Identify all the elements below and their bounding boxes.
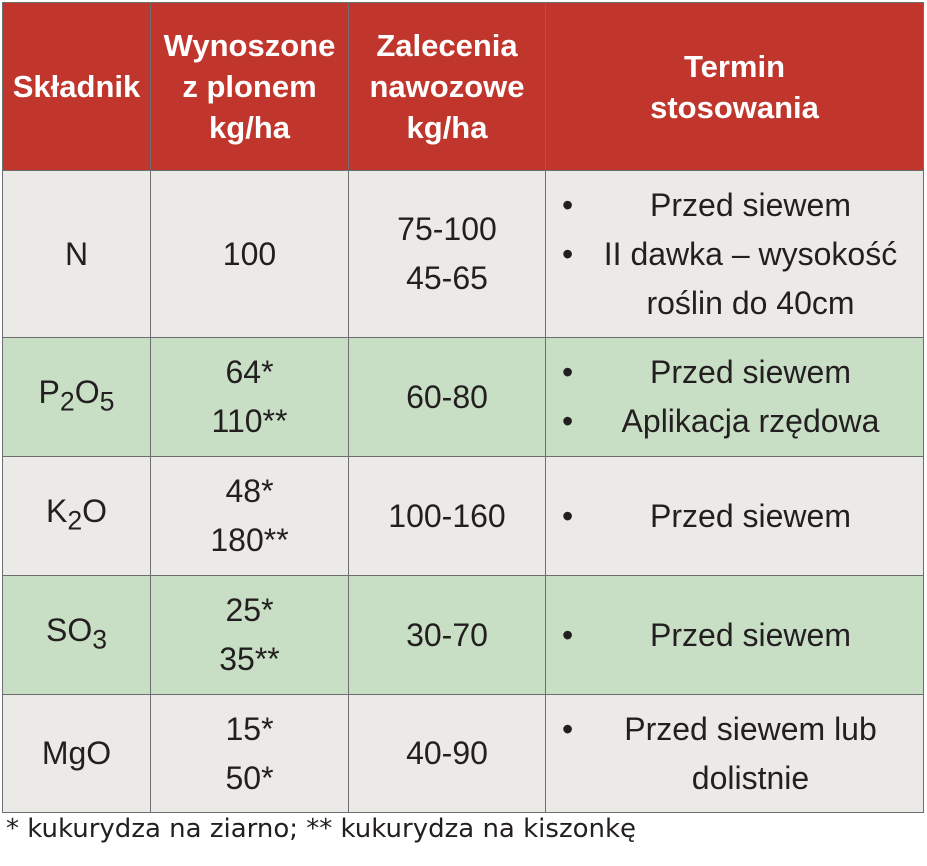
timing-cell: Przed siewem II dawka – wysokość roślin … <box>545 170 924 338</box>
component-cell: K2O <box>2 456 151 576</box>
removed-cell: 64* 110** <box>150 337 349 457</box>
fertilizer-table: Składnik Wynoszone z plonem kg/ha Zaleceni… <box>2 2 924 813</box>
timing-cell: Przed siewem <box>545 575 924 695</box>
table-row: K2O 48*180** 100-160 Przed siewem <box>2 456 924 576</box>
header-component: Składnik <box>2 2 151 171</box>
table-row: MgO 15*50* 40-90 Przed siewem lub dolist… <box>2 694 924 813</box>
list-item: II dawka – wysokość roślin do 40cm <box>562 230 913 328</box>
header-recommended: Zalecenia nawozowe kg/ha <box>348 2 546 171</box>
list-item: Przed siewem <box>562 348 913 397</box>
component-cell: SO3 <box>2 575 151 695</box>
recommended-cell: 100-160 <box>348 456 546 576</box>
removed-cell: 25* 35** <box>150 575 349 695</box>
timing-cell: Przed siewem Aplikacja rzędowa <box>545 337 924 457</box>
header-removed: Wynoszone z plonem kg/ha <box>150 2 349 171</box>
removed-cell: 100 <box>150 170 349 338</box>
component-cell: P2O5 <box>2 337 151 457</box>
recommended-cell: 40-90 <box>348 694 546 813</box>
list-item: Przed siewem <box>562 181 913 230</box>
timing-cell: Przed siewem lub dolistnie <box>545 694 924 813</box>
list-item: Przed siewem <box>562 492 913 541</box>
removed-cell: 48* 180** <box>150 456 349 576</box>
recommended-cell: 60-80 <box>348 337 546 457</box>
list-item: Przed siewem <box>562 611 913 660</box>
list-item: Aplikacja rzędowa <box>562 397 913 446</box>
recommended-cell: 30-70 <box>348 575 546 695</box>
table-row: SO3 25*35** 30-70 Przed siewem <box>2 575 924 695</box>
table-row: P2O5 64*110** 60-80 Przed siewem Aplikac… <box>2 337 924 457</box>
header-row: Składnik Wynoszone z plonem kg/ha Zaleceni… <box>2 2 924 171</box>
timing-cell: Przed siewem <box>545 456 924 576</box>
list-item: Przed siewem lub dolistnie <box>562 705 913 803</box>
header-timing: Termin stosowania <box>545 2 924 171</box>
recommended-cell: 75-100 45-65 <box>348 170 546 338</box>
removed-cell: 15* 50* <box>150 694 349 813</box>
footnote: * kukurydza na ziarno; ** kukurydza na k… <box>6 814 637 844</box>
component-cell: MgO <box>2 694 151 813</box>
component-cell: N <box>2 170 151 338</box>
